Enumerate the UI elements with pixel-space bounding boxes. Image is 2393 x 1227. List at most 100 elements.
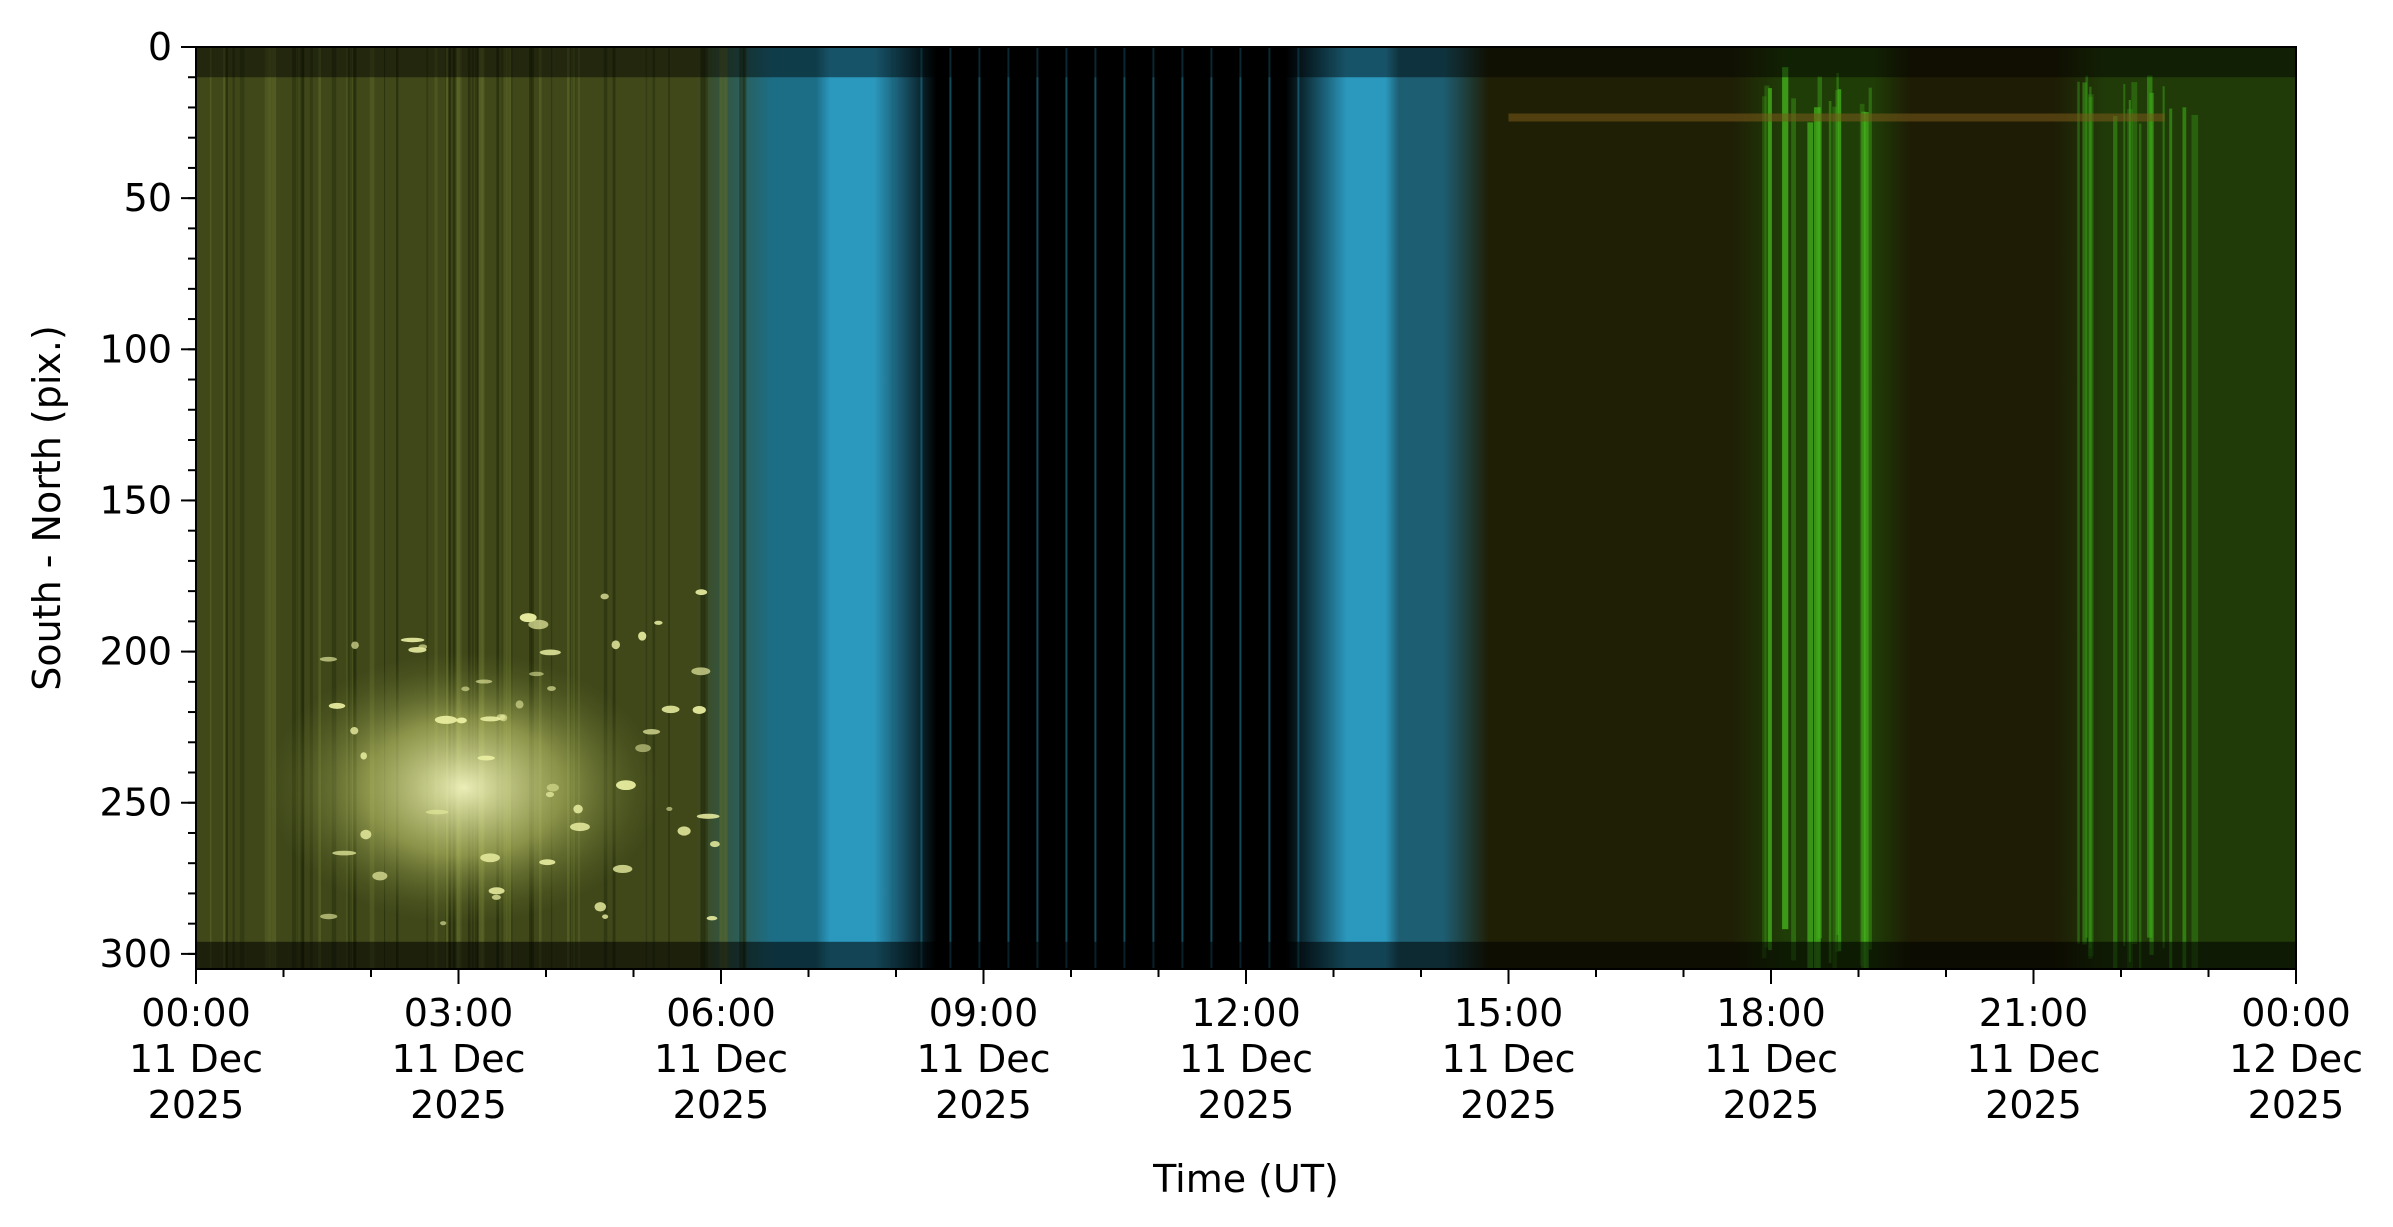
bright-spot — [425, 809, 449, 815]
bright-spot — [539, 859, 556, 866]
bright-spot — [594, 902, 607, 912]
bright-spot — [480, 853, 500, 863]
faint-streak — [668, 47, 670, 969]
bright-spot — [612, 864, 633, 874]
faint-streak — [446, 47, 448, 969]
faint-streak — [570, 47, 573, 969]
cyan-line — [1297, 47, 1300, 969]
bright-spot — [491, 894, 501, 900]
bright-spot — [328, 702, 346, 709]
cyan-line — [1181, 47, 1184, 969]
bright-spot — [519, 613, 537, 623]
green-aurora-streak — [2128, 99, 2131, 962]
bright-spot — [360, 752, 367, 760]
bright-spot — [477, 755, 495, 761]
green-aurora-streak — [2169, 108, 2173, 969]
y-tick-label: 50 — [124, 176, 172, 220]
faint-streak — [723, 47, 728, 969]
green-aurora-streak — [2191, 114, 2199, 969]
bright-spot — [615, 780, 636, 791]
faint-streak — [349, 47, 354, 969]
bright-spot — [320, 913, 338, 920]
faint-streak — [476, 47, 479, 969]
x-tick-label: 15:00 11 Dec 2025 — [1442, 991, 1576, 1127]
green-aurora-streak — [2131, 82, 2138, 945]
x-tick-label: 06:00 11 Dec 2025 — [654, 991, 788, 1127]
faint-streak — [700, 47, 706, 969]
faint-streak — [578, 47, 580, 969]
faint-streak — [501, 47, 504, 969]
x-tick-label-line: 06:00 — [666, 991, 776, 1035]
y-tick-label: 0 — [148, 25, 172, 69]
cyan-line — [978, 47, 981, 969]
x-tick-label: 00:00 12 Dec 2025 — [2229, 991, 2363, 1127]
faint-streak — [209, 47, 212, 969]
cyan-line — [1239, 47, 1242, 969]
faint-streak — [612, 47, 616, 969]
green-aurora-streak — [1768, 88, 1772, 951]
x-tick-label-line: 2025 — [1198, 1083, 1295, 1127]
faint-streak — [396, 47, 399, 969]
plot-area — [196, 47, 2296, 969]
faint-streak — [471, 47, 474, 969]
bright-spot — [461, 686, 470, 692]
x-tick-label-line: 00:00 — [2241, 991, 2351, 1035]
x-tick-label-line: 2025 — [1460, 1083, 1557, 1127]
x-tick-label-line: 11 Dec — [1179, 1037, 1313, 1081]
cyan-line — [949, 47, 952, 969]
bright-spot — [600, 593, 609, 600]
green-aurora-streak — [1813, 107, 1821, 969]
bright-spot — [602, 914, 609, 919]
green-aurora-streak — [2162, 86, 2165, 949]
x-tick-label-line: 09:00 — [929, 991, 1039, 1035]
faint-streak — [603, 47, 608, 969]
bright-spot — [480, 716, 501, 722]
faint-streak — [529, 47, 532, 969]
green-aurora-streak — [1782, 67, 1789, 930]
cyan-line — [1210, 47, 1213, 969]
green-aurora-streak — [2127, 109, 2133, 969]
y-axis: 0 50 100 150 200 250 300 — [99, 25, 196, 976]
faint-streak — [455, 47, 459, 969]
faint-streak — [264, 47, 268, 969]
orange-band — [1508, 113, 2165, 122]
faint-streak — [225, 47, 228, 969]
faint-streak — [645, 47, 648, 969]
cyan-line — [1036, 47, 1039, 969]
faint-streak — [506, 47, 511, 969]
green-aurora-streak — [1861, 111, 1866, 969]
faint-streak — [501, 47, 506, 969]
x-tick-label-line: 12:00 — [1191, 991, 1301, 1035]
x-tick-label-line: 2025 — [1723, 1083, 1820, 1127]
faint-streak — [467, 47, 471, 969]
faint-streak — [346, 47, 349, 969]
bright-spot — [635, 744, 651, 753]
x-tick-label: 12:00 11 Dec 2025 — [1179, 991, 1313, 1127]
y-tick-label: 300 — [99, 932, 172, 976]
bright-aurora-region — [267, 589, 720, 926]
faint-streak — [550, 47, 553, 969]
faint-streak — [426, 47, 429, 969]
bright-spot — [475, 679, 493, 684]
cyan-line — [891, 47, 894, 969]
faint-streak — [353, 47, 357, 969]
faint-streak — [369, 47, 375, 969]
bright-spot — [661, 705, 680, 714]
x-tick-label-line: 00:00 — [141, 991, 251, 1035]
green-aurora-streak — [2123, 84, 2126, 947]
green-aurora-streak — [2149, 92, 2154, 955]
bright-spot — [332, 850, 357, 856]
bright-spot — [611, 640, 620, 650]
faint-streak — [318, 47, 321, 969]
y-tick-label: 150 — [99, 478, 172, 522]
x-tick-label-line: 11 Dec — [917, 1037, 1051, 1081]
green-aurora-streak — [2138, 123, 2142, 969]
dark-top-band — [196, 47, 2296, 78]
x-tick-label-line: 11 Dec — [129, 1037, 263, 1081]
bright-spot — [515, 700, 524, 709]
green-aurora-streak — [1791, 98, 1797, 961]
bright-spot — [573, 804, 583, 814]
bright-spot — [666, 806, 673, 811]
green-aurora-streak — [1863, 112, 1869, 969]
